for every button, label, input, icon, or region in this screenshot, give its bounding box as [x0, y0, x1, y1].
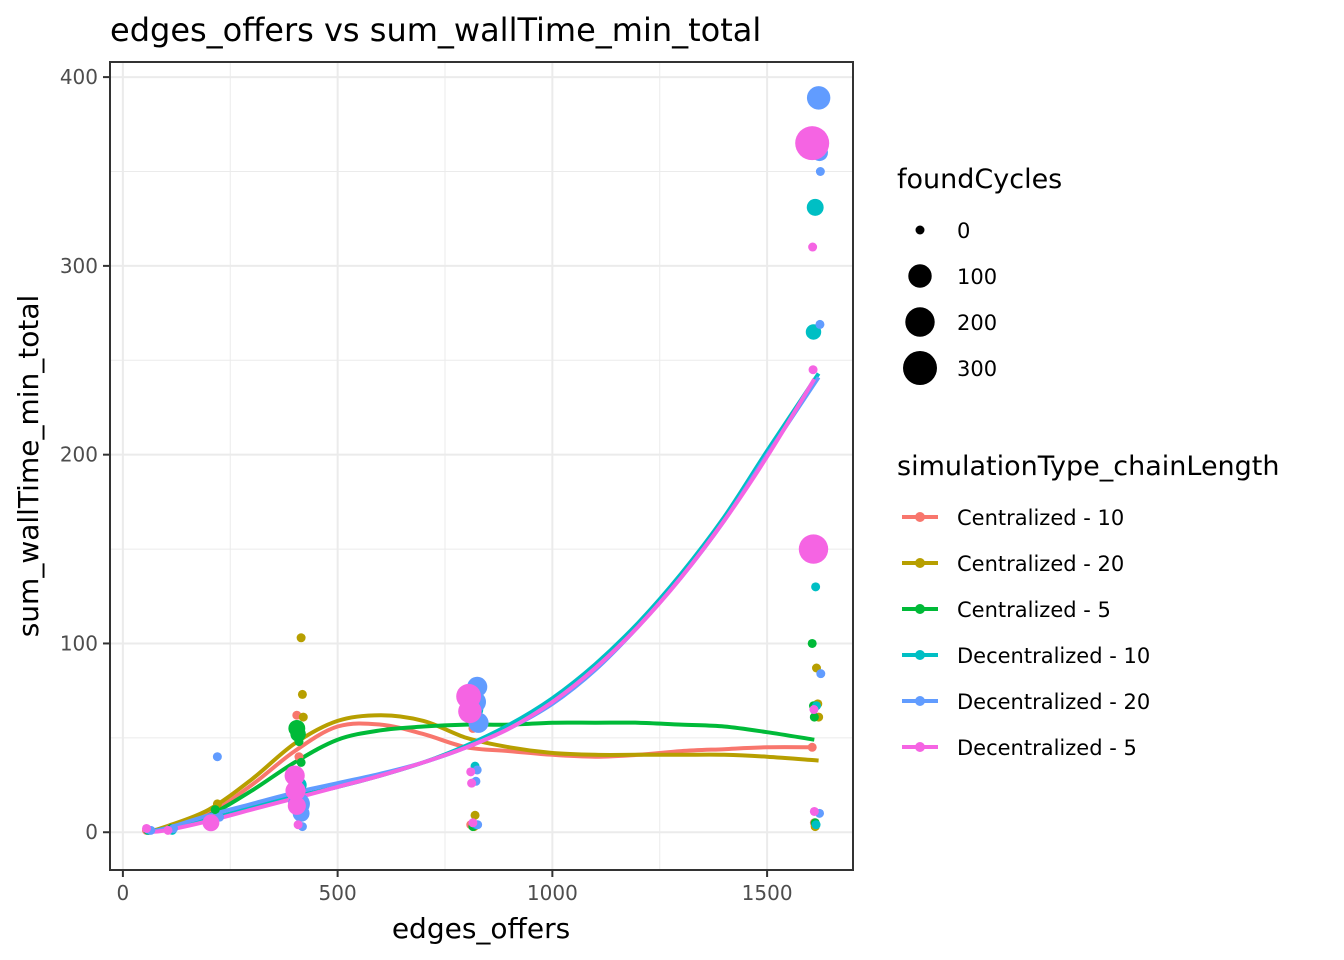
size-legend: foundCycles 0 100 200 300	[897, 164, 1062, 385]
data-point-series-2	[290, 726, 306, 742]
data-point-series-2	[210, 805, 220, 815]
color-legend-label: Decentralized - 20	[957, 690, 1150, 714]
data-point-series-5	[809, 806, 819, 816]
color-legend-key-point	[915, 512, 925, 522]
x-axis: 0 500 1000 1500	[117, 870, 793, 905]
data-point-series-3	[811, 582, 821, 592]
data-point-series-5	[468, 818, 478, 828]
data-point-series-4	[806, 86, 831, 110]
x-tick-label: 0	[117, 881, 130, 905]
data-point-series-3	[806, 198, 824, 216]
color-legend-title: simulationType_chainLength	[897, 451, 1280, 482]
data-point-series-5	[798, 534, 829, 564]
smooth-line-series-2	[146, 720, 815, 835]
data-point-series-5	[163, 825, 173, 835]
color-legend-label: Decentralized - 5	[957, 736, 1137, 760]
data-point-series-5	[809, 705, 819, 715]
x-axis-title: edges_offers	[392, 912, 570, 945]
data-point-series-2	[294, 737, 304, 747]
size-legend-label: 200	[957, 311, 997, 335]
size-legend-label: 0	[957, 219, 970, 243]
smooth-line-series-5	[146, 378, 817, 835]
size-legend-entries: 0 100 200 300	[903, 219, 997, 385]
data-point-series-5	[284, 765, 305, 786]
data-point-series-3	[811, 820, 821, 830]
y-tick-label: 200	[60, 443, 98, 467]
data-point-series-5	[458, 699, 482, 724]
data-point-series-5	[808, 242, 818, 252]
y-axis-title: sum_wallTime_min_total	[12, 295, 45, 638]
grid	[110, 62, 853, 870]
color-legend-label: Decentralized - 10	[957, 644, 1150, 668]
data-point-series-5	[202, 814, 220, 832]
data-point-series-5	[795, 126, 830, 161]
color-legend-key-point	[915, 742, 925, 752]
data-point-series-4	[816, 669, 826, 679]
data-point-series-2	[809, 712, 819, 722]
color-legend-label: Centralized - 10	[957, 506, 1124, 530]
color-legend: simulationType_chainLength Centralized -…	[897, 451, 1280, 760]
size-legend-key	[903, 351, 937, 385]
x-tick-label: 1000	[527, 881, 578, 905]
x-tick-label: 1500	[742, 881, 793, 905]
panel-background	[110, 62, 853, 870]
size-legend-key	[915, 225, 925, 235]
chart-title: edges_offers vs sum_wallTime_min_total	[110, 11, 761, 49]
data-point-series-1	[296, 633, 306, 643]
data-points	[142, 86, 831, 835]
data-point-series-5	[466, 767, 476, 777]
size-legend-label: 300	[957, 357, 997, 381]
data-point-series-4	[212, 752, 222, 762]
size-legend-title: foundCycles	[897, 164, 1062, 195]
data-point-series-5	[287, 796, 306, 815]
color-legend-label: Centralized - 5	[957, 598, 1111, 622]
x-tick-label: 500	[319, 881, 357, 905]
smooth-lines	[145, 372, 821, 835]
data-point-series-2	[807, 638, 817, 648]
data-point-series-5	[142, 823, 152, 833]
y-tick-label: 300	[60, 254, 98, 278]
y-tick-label: 100	[60, 631, 98, 655]
plot-area	[109, 61, 854, 871]
y-axis: 0 100 200 300 400	[60, 65, 110, 844]
size-legend-key	[905, 307, 935, 337]
y-tick-label: 0	[85, 820, 98, 844]
data-point-series-1	[470, 810, 480, 820]
color-legend-entries: Centralized - 10 Centralized - 20 Centrali…	[902, 506, 1150, 760]
data-point-series-0	[807, 742, 817, 752]
data-point-series-5	[285, 780, 306, 801]
data-point-series-5	[293, 820, 303, 830]
size-legend-label: 100	[957, 265, 997, 289]
color-legend-key-point	[915, 604, 925, 614]
color-legend-key-point	[915, 650, 925, 660]
data-point-series-5	[808, 365, 818, 375]
panel-border	[109, 61, 854, 871]
data-point-series-2	[296, 757, 306, 767]
color-legend-key-point	[915, 558, 925, 568]
color-legend-key-point	[915, 696, 925, 706]
y-tick-label: 400	[60, 65, 98, 89]
data-point-series-4	[815, 166, 825, 176]
color-legend-label: Centralized - 20	[957, 552, 1124, 576]
data-point-series-5	[467, 778, 477, 788]
data-point-series-1	[298, 712, 308, 722]
data-point-series-4	[815, 319, 825, 329]
data-point-series-1	[297, 689, 307, 699]
size-legend-key	[908, 264, 932, 288]
smooth-line-series-1	[145, 713, 819, 835]
